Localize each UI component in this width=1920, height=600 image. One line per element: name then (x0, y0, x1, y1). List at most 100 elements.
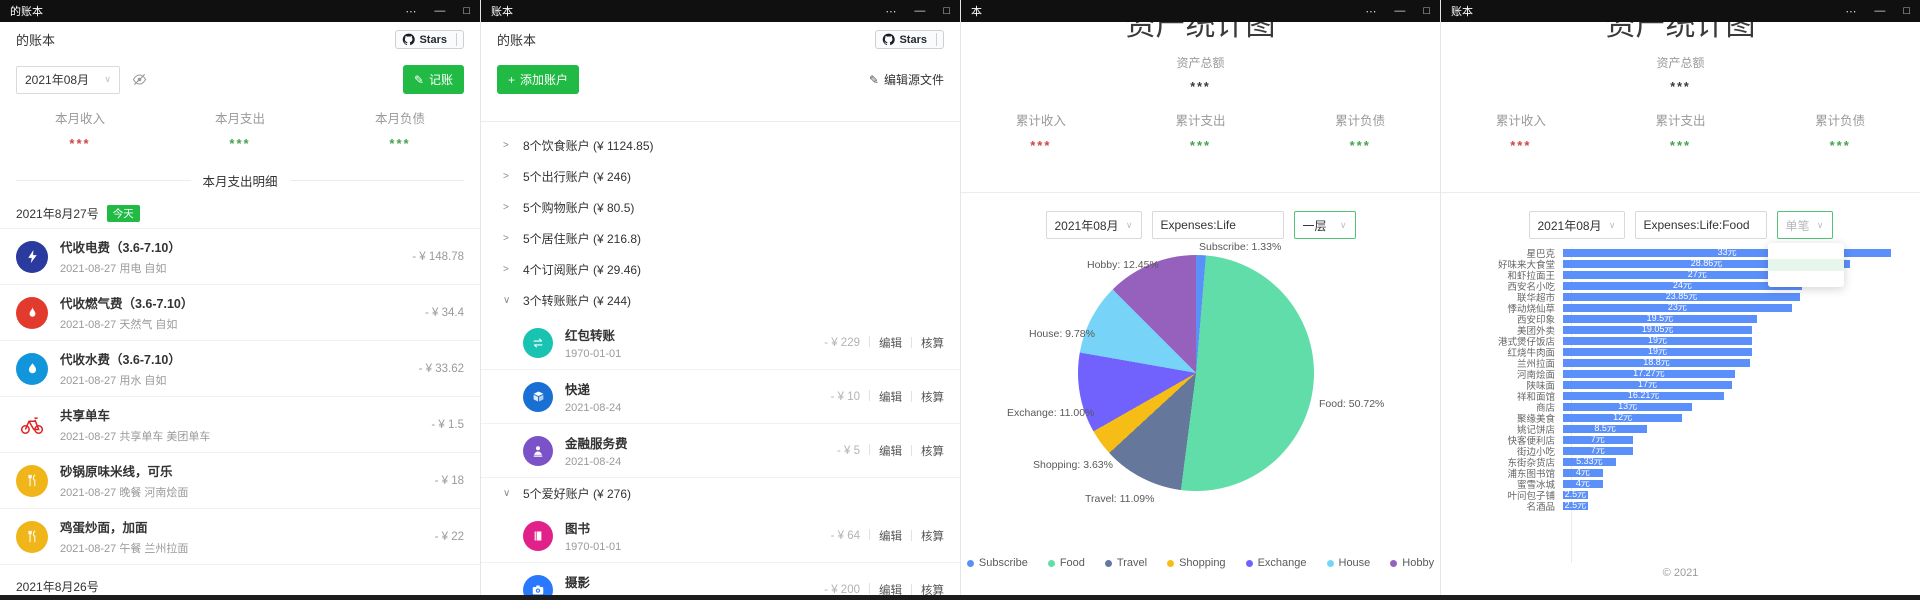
transaction-amount: - ¥ 33.62 (418, 362, 464, 375)
bar: 2.5元 (1563, 501, 1588, 510)
depth-select-value: 一层 (1302, 218, 1327, 233)
mode-option[interactable] (1768, 247, 1844, 259)
account-group-row[interactable]: > 5个出行账户 (¥ 246) (481, 161, 960, 192)
reconcile-account-link[interactable]: 核算 (921, 530, 944, 543)
bar-row: 祥和面馆 16.21元 (1441, 390, 1920, 403)
legend-label: Shopping (1179, 557, 1226, 569)
chevron-down-icon: ∨ (1339, 219, 1347, 230)
legend-item[interactable]: House (1326, 557, 1370, 569)
edit-account-link[interactable]: 编辑 (879, 389, 921, 405)
bar-value-label: 19.5元 (1646, 313, 1674, 323)
reconcile-account-link[interactable]: 核算 (921, 584, 944, 597)
depth-select[interactable]: 一层 ∨ (1293, 211, 1356, 239)
hide-amounts-icon[interactable] (132, 72, 147, 87)
record-transaction-button[interactable]: ✎ 记账 (402, 65, 464, 94)
window-maximize-button[interactable]: □ (1423, 4, 1430, 17)
chevron-down-icon: ∨ (503, 488, 511, 499)
legend-item[interactable]: Hobby (1390, 557, 1434, 569)
account-group-row[interactable]: ∨ 3个转账账户 (¥ 244) (481, 285, 960, 316)
window-title: 的账本 (10, 6, 43, 18)
account-name: 快递 (565, 383, 591, 397)
mode-option[interactable] (1768, 259, 1844, 271)
pie-label-exchange: Exchange: 11.00% (1007, 407, 1095, 419)
mode-option[interactable] (1768, 271, 1844, 283)
add-account-button[interactable]: + 添加账户 (497, 65, 580, 94)
bar-row: 快客便利店 7元 (1441, 434, 1920, 447)
bar-row: 美团外卖 19.05元 (1441, 324, 1920, 337)
github-stars-button[interactable]: Stars (875, 30, 944, 49)
bar-value-label: 19.05元 (1641, 324, 1674, 334)
reconcile-account-link[interactable]: 核算 (921, 337, 944, 350)
stat-label: 本月支出 (214, 112, 265, 126)
window-minimize-button[interactable]: — (434, 4, 446, 17)
titlebar: 账本 ⋯ — □ (481, 0, 960, 22)
transaction-row: 共享单车 2021-08-27 共享单车 美团单车 - ¥ 1.5 (0, 397, 480, 453)
bar: 16.21元 (1563, 391, 1725, 400)
bar: 7元 (1563, 446, 1633, 455)
window-more-button[interactable]: ⋯ (885, 5, 897, 18)
window-minimize-button[interactable]: — (1394, 4, 1406, 17)
account-amount: - ¥ 200 (824, 583, 879, 596)
transaction-subtitle: 2021-08-27 用电 自如 (60, 263, 167, 275)
bar-row: 和虾拉面王 27元 (1441, 269, 1920, 282)
month-select[interactable]: 2021年08月 ∨ (1045, 211, 1142, 239)
account-date: 2021-08-24 (565, 402, 622, 414)
window-maximize-button[interactable]: □ (463, 4, 470, 17)
window-minimize-button[interactable]: — (914, 4, 926, 17)
window-more-button[interactable]: ⋯ (405, 5, 417, 18)
chevron-right-icon: > (503, 171, 509, 182)
github-stars-button[interactable]: Stars (395, 30, 464, 49)
bar-value-label: 2.5元 (1564, 489, 1587, 499)
reconcile-account-link[interactable]: 核算 (921, 391, 944, 404)
window-maximize-button[interactable]: □ (1903, 4, 1910, 17)
account-name: 图书 (565, 522, 591, 536)
stars-label: Stars (899, 33, 927, 46)
edit-account-link[interactable]: 编辑 (879, 528, 921, 544)
reconcile-account-link[interactable]: 核算 (921, 445, 944, 458)
window-stats-bars: 账本 ⋯ — □ 资产统计图 资产总额 *** 累计收入 *** 累计支出 **… (1440, 0, 1920, 600)
bar-row: 商店 13元 (1441, 401, 1920, 414)
account-group-row[interactable]: > 4个订阅账户 (¥ 29.46) (481, 254, 960, 285)
add-account-label: 添加账户 (520, 73, 569, 87)
account-amount: - ¥ 64 (831, 529, 879, 542)
month-select[interactable]: 2021年08月 ∨ (1528, 211, 1625, 239)
bar-value-label: 4元 (1575, 478, 1590, 488)
month-select[interactable]: 2021年08月 ∨ (16, 65, 120, 94)
merchant-label: 姚记饼店 (1516, 424, 1555, 436)
account-group-row[interactable]: ∨ 5个爱好账户 (¥ 276) (481, 478, 960, 509)
mode-select[interactable]: 单笔 ∨ (1776, 211, 1833, 239)
legend-item[interactable]: Food (1047, 557, 1085, 569)
bar: 13元 (1563, 402, 1693, 411)
window-more-button[interactable]: ⋯ (1365, 5, 1377, 18)
legend-item[interactable]: Travel (1104, 557, 1147, 569)
stat-value: *** (389, 136, 411, 151)
legend-item[interactable]: Shopping (1167, 557, 1226, 569)
account-group-row[interactable]: > 5个购物账户 (¥ 80.5) (481, 192, 960, 223)
legend-item[interactable]: Subscribe (966, 557, 1028, 569)
legend-item[interactable]: Exchange (1245, 557, 1307, 569)
account-group-row[interactable]: > 8个饮食账户 (¥ 1124.85) (481, 130, 960, 161)
account-filter-input[interactable] (1634, 211, 1767, 239)
transaction-title: 代收燃气费（3.6-7.10） (60, 297, 194, 311)
bar: 24元 (1563, 281, 1802, 290)
bar: 8.5元 (1563, 424, 1648, 433)
stat-value: *** (69, 136, 91, 151)
account-filter-input[interactable] (1151, 211, 1284, 239)
edit-source-file-link[interactable]: ✎ 编辑源文件 (869, 71, 944, 88)
account-group-row[interactable]: > 5个居住账户 (¥ 216.8) (481, 223, 960, 254)
bar-row: 陕味面 17元 (1441, 379, 1920, 392)
merchant-label: 兰州拉面 (1516, 358, 1555, 370)
edit-account-link[interactable]: 编辑 (879, 335, 921, 351)
edit-account-link[interactable]: 编辑 (879, 443, 921, 459)
category-icon (16, 464, 48, 497)
transaction-amount: - ¥ 34.4 (425, 306, 464, 319)
bar-value-label: 23.85元 (1665, 291, 1698, 301)
window-more-button[interactable]: ⋯ (1845, 5, 1857, 18)
bar: 33元 (1563, 248, 1892, 257)
merchant-ranking-bar-chart: 星巴克 33元 好味来大食堂 28.86元 和虾拉面王 27元 (1441, 247, 1920, 579)
edit-account-link[interactable]: 编辑 (879, 582, 921, 598)
window-minimize-button[interactable]: — (1874, 4, 1886, 17)
window-maximize-button[interactable]: □ (943, 4, 950, 17)
stat-label: 累计支出 (1655, 114, 1706, 128)
chevron-right-icon: > (503, 202, 509, 213)
